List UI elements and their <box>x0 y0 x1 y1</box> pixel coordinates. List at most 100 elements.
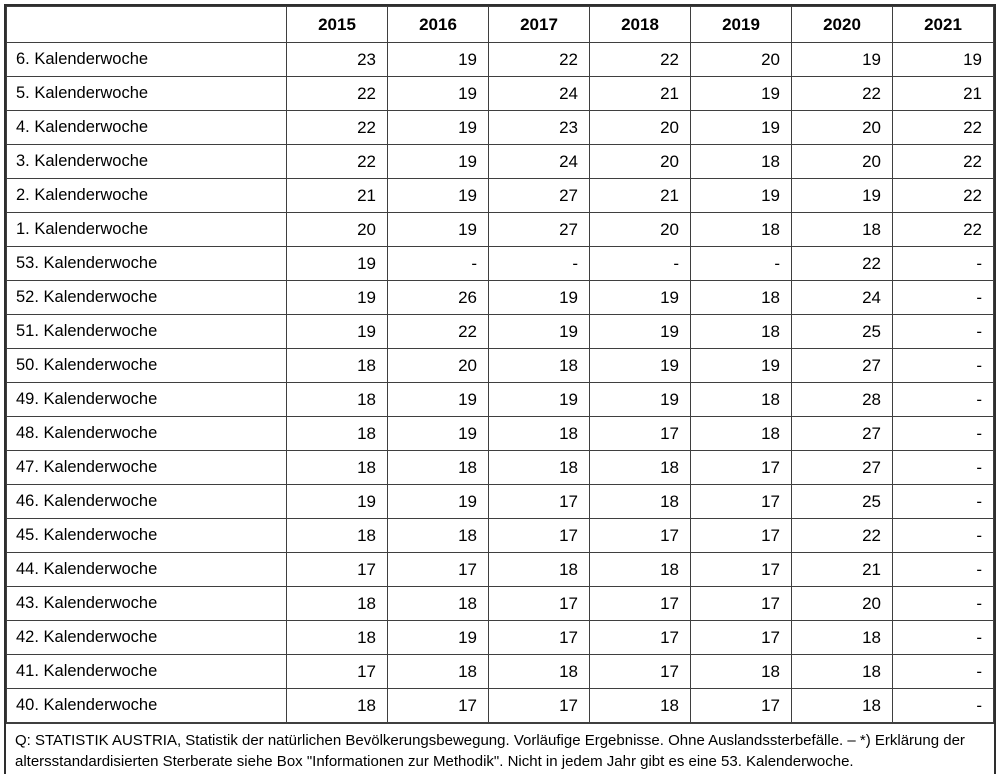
table-row: 42. Kalenderwoche 18 19 17 17 17 18- <box>6 620 994 655</box>
row-label: 5. Kalenderwoche <box>6 76 287 111</box>
cell-value: 18 <box>589 450 691 485</box>
cell-value: 20 <box>791 144 893 179</box>
cell-value: - <box>892 382 994 417</box>
row-label: 46. Kalenderwoche <box>6 484 287 519</box>
row-label: 51. Kalenderwoche <box>6 314 287 349</box>
year-header: 2016 <box>387 6 489 43</box>
cell-value: 22 <box>791 518 893 553</box>
cell-value: 20 <box>589 110 691 145</box>
cell-value: - <box>892 450 994 485</box>
table-row: 53. Kalenderwoche 19- - - -22- <box>6 246 994 281</box>
year-header: 2018 <box>589 6 691 43</box>
cell-value: 17 <box>286 552 388 587</box>
corner-cell <box>6 6 287 43</box>
cell-value: 23 <box>488 110 590 145</box>
cell-value: 20 <box>589 212 691 247</box>
row-label: 6. Kalenderwoche <box>6 42 287 77</box>
cell-value: 21 <box>589 76 691 111</box>
table-row: 5. Kalenderwoche 22 19 24 21 19 22 21 <box>6 76 994 111</box>
cell-value: 18 <box>387 654 489 689</box>
table-frame: 2015 2016 2017 2018 2019 2020 2021 6. Kalender… <box>4 4 996 780</box>
row-label: 49. Kalenderwoche <box>6 382 287 417</box>
cell-value: - <box>892 688 994 723</box>
cell-value: - <box>892 620 994 655</box>
cell-value: 17 <box>488 620 590 655</box>
cell-value: 22 <box>892 110 994 145</box>
row-label: 1. Kalenderwoche <box>6 212 287 247</box>
cell-value: 18 <box>791 688 893 723</box>
cell-value: 18 <box>286 620 388 655</box>
cell-value: 19 <box>286 314 388 349</box>
cell-value: 18 <box>791 212 893 247</box>
cell-value: 27 <box>791 348 893 383</box>
cell-value: 20 <box>286 212 388 247</box>
cell-value: - <box>892 280 994 315</box>
cell-value: 18 <box>286 450 388 485</box>
cell-value: 22 <box>892 144 994 179</box>
cell-value: 17 <box>690 450 792 485</box>
cell-value: 22 <box>387 314 489 349</box>
cell-value: 18 <box>791 620 893 655</box>
cell-value: 19 <box>387 620 489 655</box>
cell-value: 26 <box>387 280 489 315</box>
table-row: 6. Kalenderwoche 23 19 22 22 20 19 19 <box>6 42 994 77</box>
cell-value: 17 <box>589 620 691 655</box>
cell-value: 19 <box>690 76 792 111</box>
cell-value: - <box>892 484 994 519</box>
cell-value: 17 <box>488 586 590 621</box>
cell-value: 19 <box>589 382 691 417</box>
cell-value: 22 <box>286 110 388 145</box>
table-row: 1. Kalenderwoche 20 19 27 20 18 18 22 <box>6 212 994 247</box>
cell-value: - <box>387 246 489 281</box>
cell-value: 22 <box>892 212 994 247</box>
cell-value: 19 <box>387 382 489 417</box>
cell-value: 22 <box>589 42 691 77</box>
cell-value: 27 <box>791 416 893 451</box>
year-header: 2021 <box>892 6 994 43</box>
cell-value: 20 <box>791 110 893 145</box>
table-row: 44. Kalenderwoche 17 17 18 18 17 21- <box>6 552 994 587</box>
cell-value: 25 <box>791 484 893 519</box>
cell-value: 18 <box>690 416 792 451</box>
cell-value: 17 <box>690 552 792 587</box>
cell-value: 24 <box>488 144 590 179</box>
cell-value: 18 <box>690 144 792 179</box>
cell-value: 21 <box>791 552 893 587</box>
cell-value: 19 <box>286 246 388 281</box>
cell-value: 19 <box>387 416 489 451</box>
cell-value: - <box>892 552 994 587</box>
cell-value: 27 <box>488 212 590 247</box>
cell-value: 19 <box>589 348 691 383</box>
table-row: 45. Kalenderwoche 18 18 17 17 17 22- <box>6 518 994 553</box>
cell-value: 18 <box>791 654 893 689</box>
cell-value: 17 <box>589 586 691 621</box>
cell-value: - <box>892 348 994 383</box>
cell-value: 19 <box>387 212 489 247</box>
cell-value: 19 <box>387 76 489 111</box>
cell-value: 22 <box>488 42 590 77</box>
row-label: 52. Kalenderwoche <box>6 280 287 315</box>
cell-value: 19 <box>286 280 388 315</box>
cell-value: 18 <box>589 552 691 587</box>
row-label: 48. Kalenderwoche <box>6 416 287 451</box>
cell-value: - <box>892 518 994 553</box>
table-row: 51. Kalenderwoche 19 22 19 19 18 25- <box>6 314 994 349</box>
cell-value: 21 <box>892 76 994 111</box>
cell-value: 21 <box>286 178 388 213</box>
cell-value: 17 <box>387 552 489 587</box>
cell-value: 17 <box>690 518 792 553</box>
cell-value: - <box>892 586 994 621</box>
cell-value: 18 <box>286 688 388 723</box>
row-label: 44. Kalenderwoche <box>6 552 287 587</box>
source-footnote: Q: STATISTIK AUSTRIA, Statistik der natü… <box>6 723 994 780</box>
cell-value: 19 <box>690 348 792 383</box>
cell-value: 18 <box>387 586 489 621</box>
cell-value: 19 <box>589 314 691 349</box>
cell-value: 17 <box>589 416 691 451</box>
cell-value: 18 <box>589 688 691 723</box>
table-body: 6. Kalenderwoche 23 19 22 22 20 19 19 5. Kalende… <box>6 42 994 723</box>
row-label: 41. Kalenderwoche <box>6 654 287 689</box>
kalenderwoche-table: 2015 2016 2017 2018 2019 2020 2021 6. Kalender… <box>6 6 994 723</box>
cell-value: 24 <box>791 280 893 315</box>
year-header: 2019 <box>690 6 792 43</box>
